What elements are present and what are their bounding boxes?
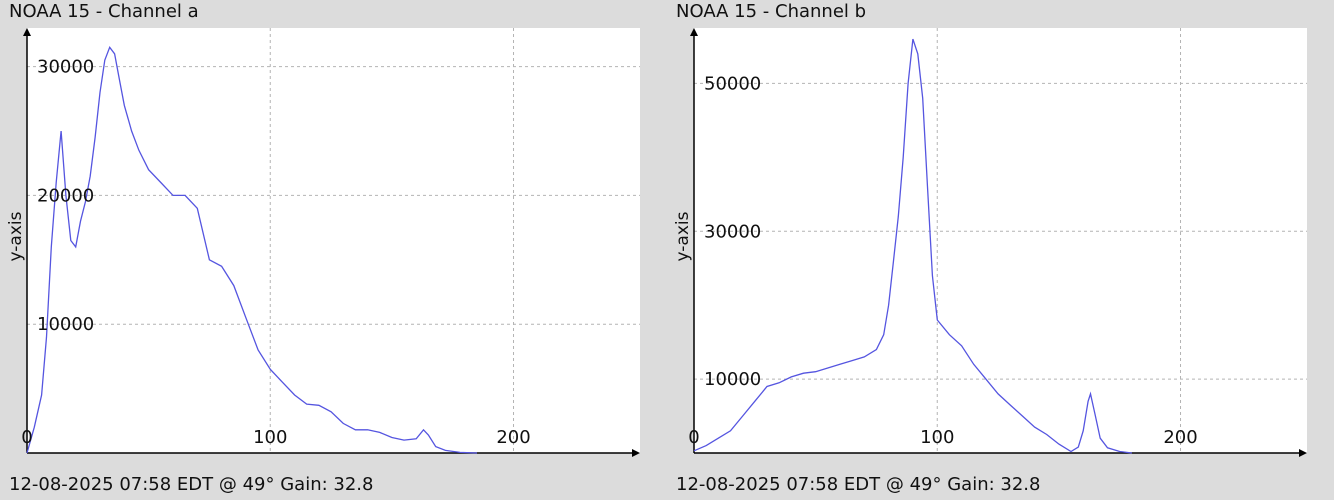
series-line xyxy=(26,45,478,454)
chart-title: NOAA 15 - Channel a xyxy=(9,1,199,22)
plot-area xyxy=(27,28,640,453)
x-tick-label: 0 xyxy=(21,427,32,448)
x-axis-arrow xyxy=(632,449,640,457)
x-axis-arrow xyxy=(1299,449,1307,457)
y-tick-label: 50000 xyxy=(704,73,761,94)
plot-area xyxy=(694,28,1307,453)
chart-title: NOAA 15 - Channel b xyxy=(676,1,867,22)
line-chart-channel-b: 0 100 200 10000 30000 50000 y-axis xyxy=(673,28,1307,457)
y-axis-label: y-axis xyxy=(6,211,26,261)
chart-footer-status: 12-08-2025 07:58 EDT @ 49° Gain: 32.8 xyxy=(9,474,374,495)
chart-panel-channel-b: NOAA 15 - Channel b 0 100 200 10000 30000 500… xyxy=(667,0,1334,500)
y-axis-arrow xyxy=(690,28,698,36)
y-tick-label: 10000 xyxy=(37,314,94,335)
x-tick-label: 200 xyxy=(1163,427,1197,448)
line-chart-channel-a: 0 100 200 10000 20000 30000 y-axis xyxy=(6,28,640,457)
x-tick-label: 200 xyxy=(496,427,530,448)
chart-footer-status: 12-08-2025 07:58 EDT @ 49° Gain: 32.8 xyxy=(676,474,1041,495)
x-tick-label: 100 xyxy=(253,427,287,448)
y-axis-arrow xyxy=(23,28,31,36)
y-axis-label: y-axis xyxy=(673,211,693,261)
x-tick-label: 100 xyxy=(920,427,954,448)
series-line xyxy=(693,38,1132,454)
y-tick-label: 20000 xyxy=(37,185,94,206)
y-tick-label: 30000 xyxy=(704,221,761,242)
chart-panel-channel-a: NOAA 15 - Channel a 0 100 200 10000 20000 300… xyxy=(6,1,640,495)
x-tick-label: 0 xyxy=(688,427,699,448)
y-tick-label: 30000 xyxy=(37,57,94,78)
y-tick-label: 10000 xyxy=(704,369,761,390)
